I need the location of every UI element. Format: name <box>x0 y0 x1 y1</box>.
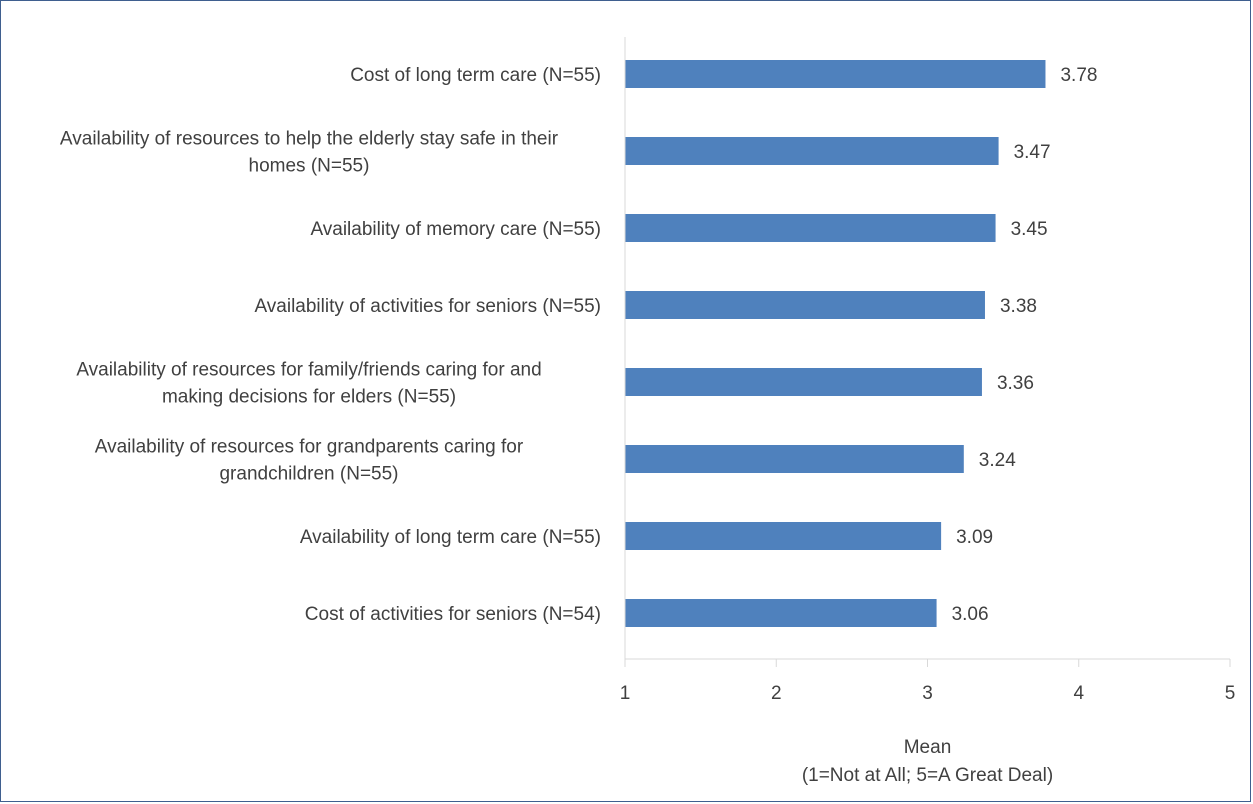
data-label: 3.06 <box>952 604 989 625</box>
bar <box>625 60 1046 88</box>
bar <box>625 214 996 242</box>
x-tick-label: 1 <box>620 683 631 704</box>
x-axis-subtitle: (1=Not at All; 5=A Great Deal) <box>802 765 1053 786</box>
category-label: Availability of long term care (N=55) <box>300 527 601 548</box>
bars-layer <box>625 60 1046 627</box>
category-label-line: homes (N=55) <box>249 156 370 177</box>
category-label-line: Availability of resources for grandparen… <box>95 437 524 458</box>
data-label: 3.36 <box>997 373 1034 394</box>
bar <box>625 445 964 473</box>
x-axis-title: Mean <box>904 737 952 758</box>
x-tick-label: 2 <box>771 683 782 704</box>
bar <box>625 291 985 319</box>
data-label: 3.09 <box>956 527 993 548</box>
bar <box>625 368 982 396</box>
category-label-line: Availability of resources for family/fri… <box>76 360 541 381</box>
data-label: 3.78 <box>1060 65 1097 86</box>
category-label: Availability of resources to help the el… <box>60 129 559 177</box>
category-label: Cost of long term care (N=55) <box>350 65 601 86</box>
labels-layer: 1 2 3 4 5 3.78 Cost of long term care (N=55) 3.… <box>60 65 1235 786</box>
category-label: Availability of memory care (N=55) <box>310 219 601 240</box>
category-label: Availability of activities for seniors (… <box>254 296 601 317</box>
category-label: Availability of resources for grandparen… <box>95 437 524 485</box>
x-tick-label: 3 <box>922 683 933 704</box>
x-tick-label: 5 <box>1225 683 1236 704</box>
category-label: Availability of resources for family/fri… <box>76 360 541 408</box>
data-label: 3.45 <box>1011 219 1048 240</box>
bar <box>625 522 942 550</box>
category-label: Cost of activities for seniors (N=54) <box>305 604 601 625</box>
category-label-line: making decisions for elders (N=55) <box>162 387 456 408</box>
category-label-line: grandchildren (N=55) <box>219 464 398 485</box>
axis-layer <box>624 37 1231 667</box>
x-tick-label: 4 <box>1073 683 1084 704</box>
category-label-line: Availability of resources to help the el… <box>60 129 559 150</box>
data-label: 3.47 <box>1014 142 1051 163</box>
data-label: 3.24 <box>979 450 1016 471</box>
data-label: 3.38 <box>1000 296 1037 317</box>
bar <box>625 599 937 627</box>
bar <box>625 137 999 165</box>
